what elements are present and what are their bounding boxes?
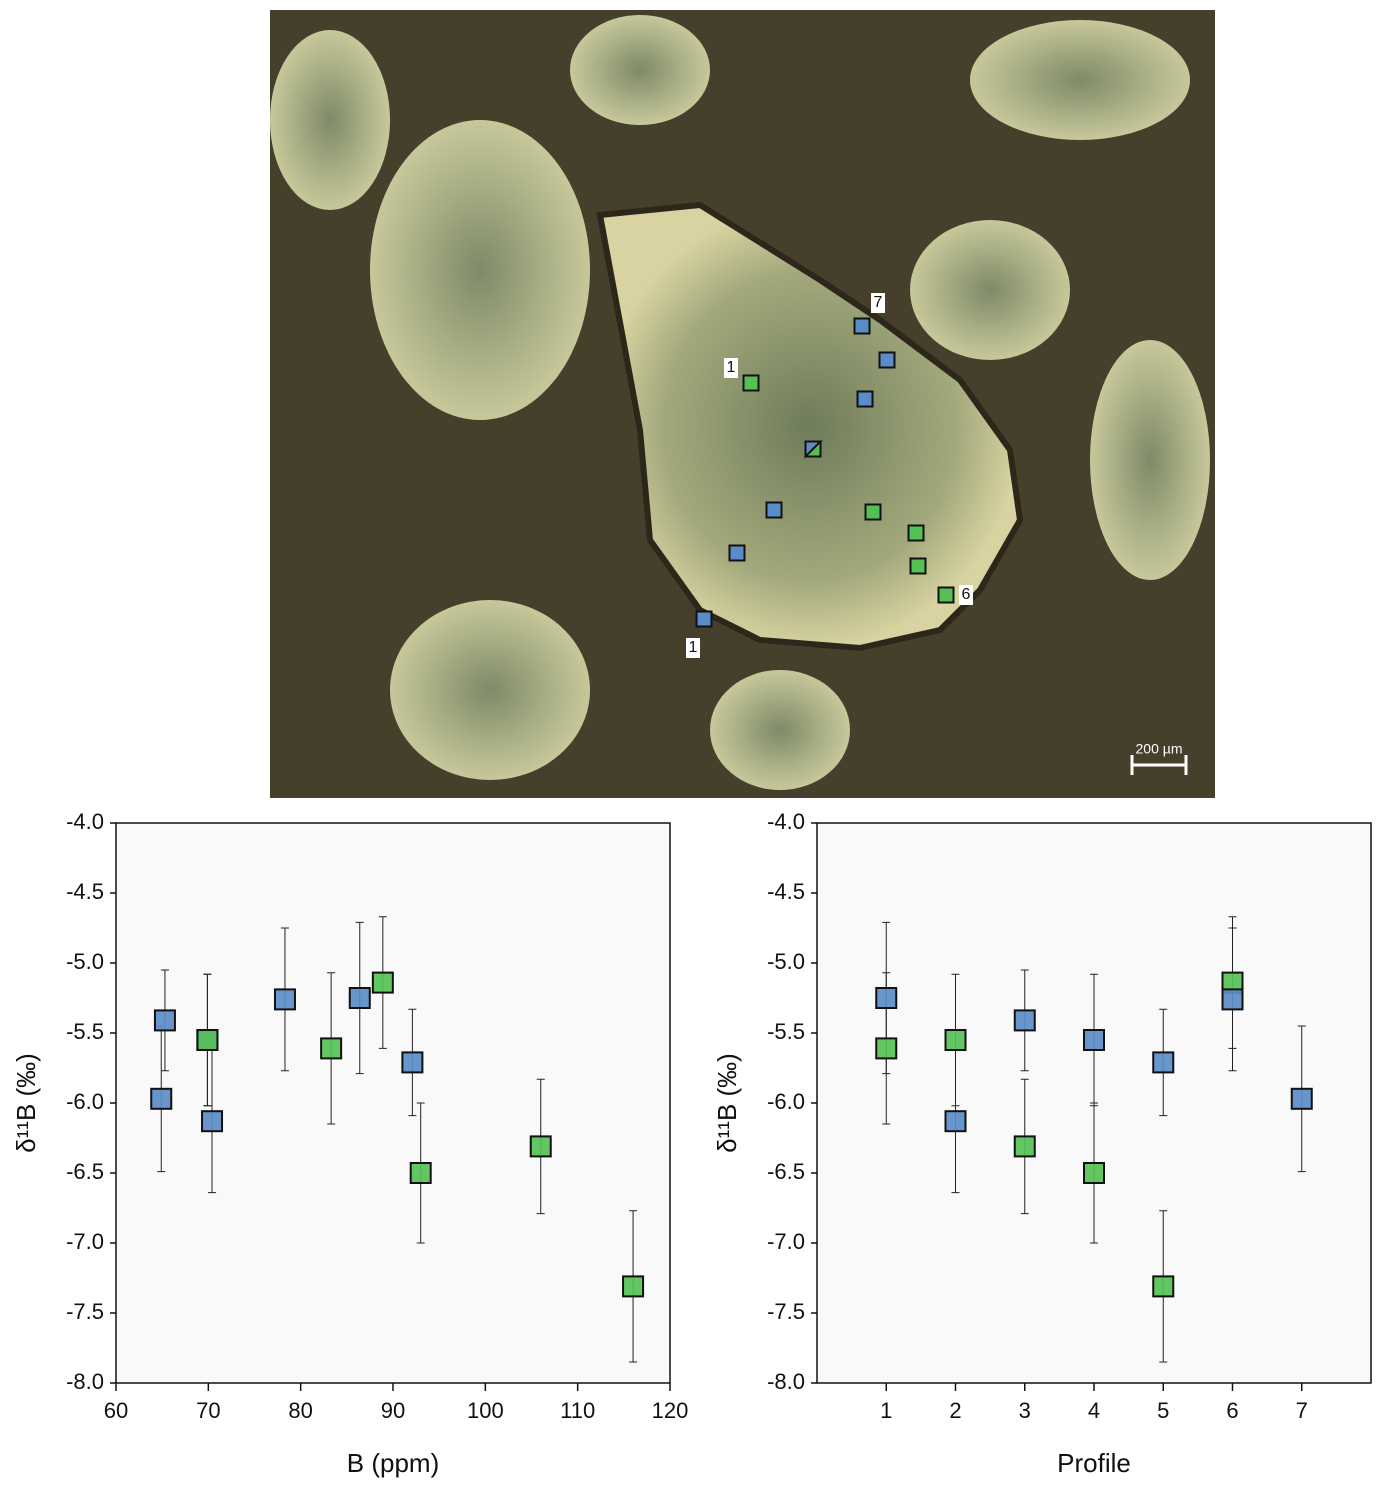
spot-label-bg [686, 638, 700, 658]
spot [856, 390, 874, 408]
point [1152, 1051, 1175, 1074]
point [1290, 1087, 1313, 1110]
grain [270, 30, 390, 210]
x-tick-label: 120 [652, 1398, 689, 1423]
scale-bar-label: 200 µm [1136, 741, 1183, 757]
chart: -8.0 -7.5 -7.0 -6.5 -6.0 -5.5 -5.0 -4.5 -4.0 60 70… [11, 809, 688, 1478]
x-tick-label: 2 [949, 1398, 961, 1423]
spot [695, 610, 713, 628]
y-tick-label: -7.0 [66, 1229, 104, 1254]
y-tick-label: -4.5 [66, 879, 104, 904]
spot-label-bg [724, 358, 738, 378]
x-tick-label: 4 [1088, 1398, 1100, 1423]
x-axis-title: B (ppm) [347, 1448, 439, 1478]
y-tick-label: -5.5 [66, 1019, 104, 1044]
x-tick-label: 80 [288, 1398, 312, 1423]
point [348, 987, 371, 1009]
spot [907, 524, 925, 542]
point [1221, 988, 1244, 1011]
y-tick-label: -7.5 [66, 1299, 104, 1324]
spot-label: 1 [727, 359, 736, 376]
x-tick-label: 1 [880, 1398, 892, 1423]
y-tick-label: -7.5 [767, 1299, 805, 1324]
spot-label-bg [871, 293, 885, 313]
y-tick-label: -4.5 [767, 879, 805, 904]
spot [765, 501, 783, 519]
spot [804, 440, 823, 459]
point [944, 1110, 967, 1133]
point [1083, 1162, 1105, 1184]
point [875, 1037, 898, 1060]
spot-label: 7 [874, 294, 883, 311]
y-tick-label: -5.0 [66, 949, 104, 974]
point [273, 988, 296, 1011]
point [1013, 1135, 1036, 1158]
plots: -8.0 -7.5 -7.0 -6.5 -6.0 -5.5 -5.0 -4.5 -4.0 60 70… [11, 809, 1372, 1478]
point [875, 987, 898, 1009]
point [622, 1275, 645, 1298]
y-tick-label: -6.5 [767, 1159, 805, 1184]
point [1083, 1029, 1105, 1051]
x-tick-label: 3 [1019, 1398, 1031, 1423]
point [201, 1110, 224, 1133]
y-tick-label: -6.5 [66, 1159, 104, 1184]
spot [909, 557, 927, 575]
y-axis-title: δ¹¹B (‰) [712, 1053, 742, 1153]
x-tick-label: 70 [196, 1398, 220, 1423]
point [1152, 1275, 1175, 1298]
point [371, 971, 394, 994]
spot-label: 1 [689, 639, 698, 656]
y-tick-label: -4.0 [66, 809, 104, 834]
y-tick-label: -4.0 [767, 809, 805, 834]
spot [937, 586, 955, 604]
spot [878, 351, 896, 369]
y-tick-label: -5.5 [767, 1019, 805, 1044]
y-tick-label: -7.0 [767, 1229, 805, 1254]
plot-area [115, 822, 671, 1384]
point [944, 1029, 967, 1051]
point [153, 1009, 176, 1032]
y-tick-label: -8.0 [66, 1369, 104, 1394]
point [320, 1037, 343, 1060]
point [401, 1051, 424, 1074]
x-axis-title: Profile [1057, 1448, 1131, 1478]
point [409, 1162, 432, 1184]
x-tick-label: 60 [104, 1398, 128, 1423]
x-tick-label: 100 [467, 1398, 504, 1423]
spot [864, 503, 882, 521]
grain [390, 600, 590, 780]
spot [742, 374, 760, 392]
grain [970, 20, 1190, 140]
x-tick-label: 90 [381, 1398, 405, 1423]
chart: -8.0 -7.5 -7.0 -6.5 -6.0 -5.5 -5.0 -4.5 -4.0 1 2 3 4… [712, 809, 1372, 1478]
x-tick-label: 7 [1296, 1398, 1308, 1423]
point [1013, 1009, 1036, 1032]
spot-label-bg [959, 585, 973, 605]
analysis-spots [695, 317, 955, 628]
spot [728, 544, 746, 562]
grain [370, 120, 590, 420]
spot [853, 317, 871, 335]
y-tick-label: -5.0 [767, 949, 805, 974]
y-axis-title: δ¹¹B (‰) [11, 1053, 41, 1153]
y-tick-label: -6.0 [767, 1089, 805, 1114]
spot-label: 6 [962, 586, 971, 603]
grain [570, 15, 710, 125]
y-tick-label: -6.0 [66, 1089, 104, 1114]
point [529, 1135, 552, 1158]
grain [910, 220, 1070, 360]
grain [1090, 340, 1210, 580]
x-tick-label: 110 [560, 1398, 595, 1423]
point [150, 1087, 173, 1110]
grain [710, 670, 850, 790]
point [196, 1029, 219, 1051]
x-tick-label: 5 [1157, 1398, 1169, 1423]
y-tick-label: -8.0 [767, 1369, 805, 1394]
x-tick-label: 6 [1226, 1398, 1238, 1423]
